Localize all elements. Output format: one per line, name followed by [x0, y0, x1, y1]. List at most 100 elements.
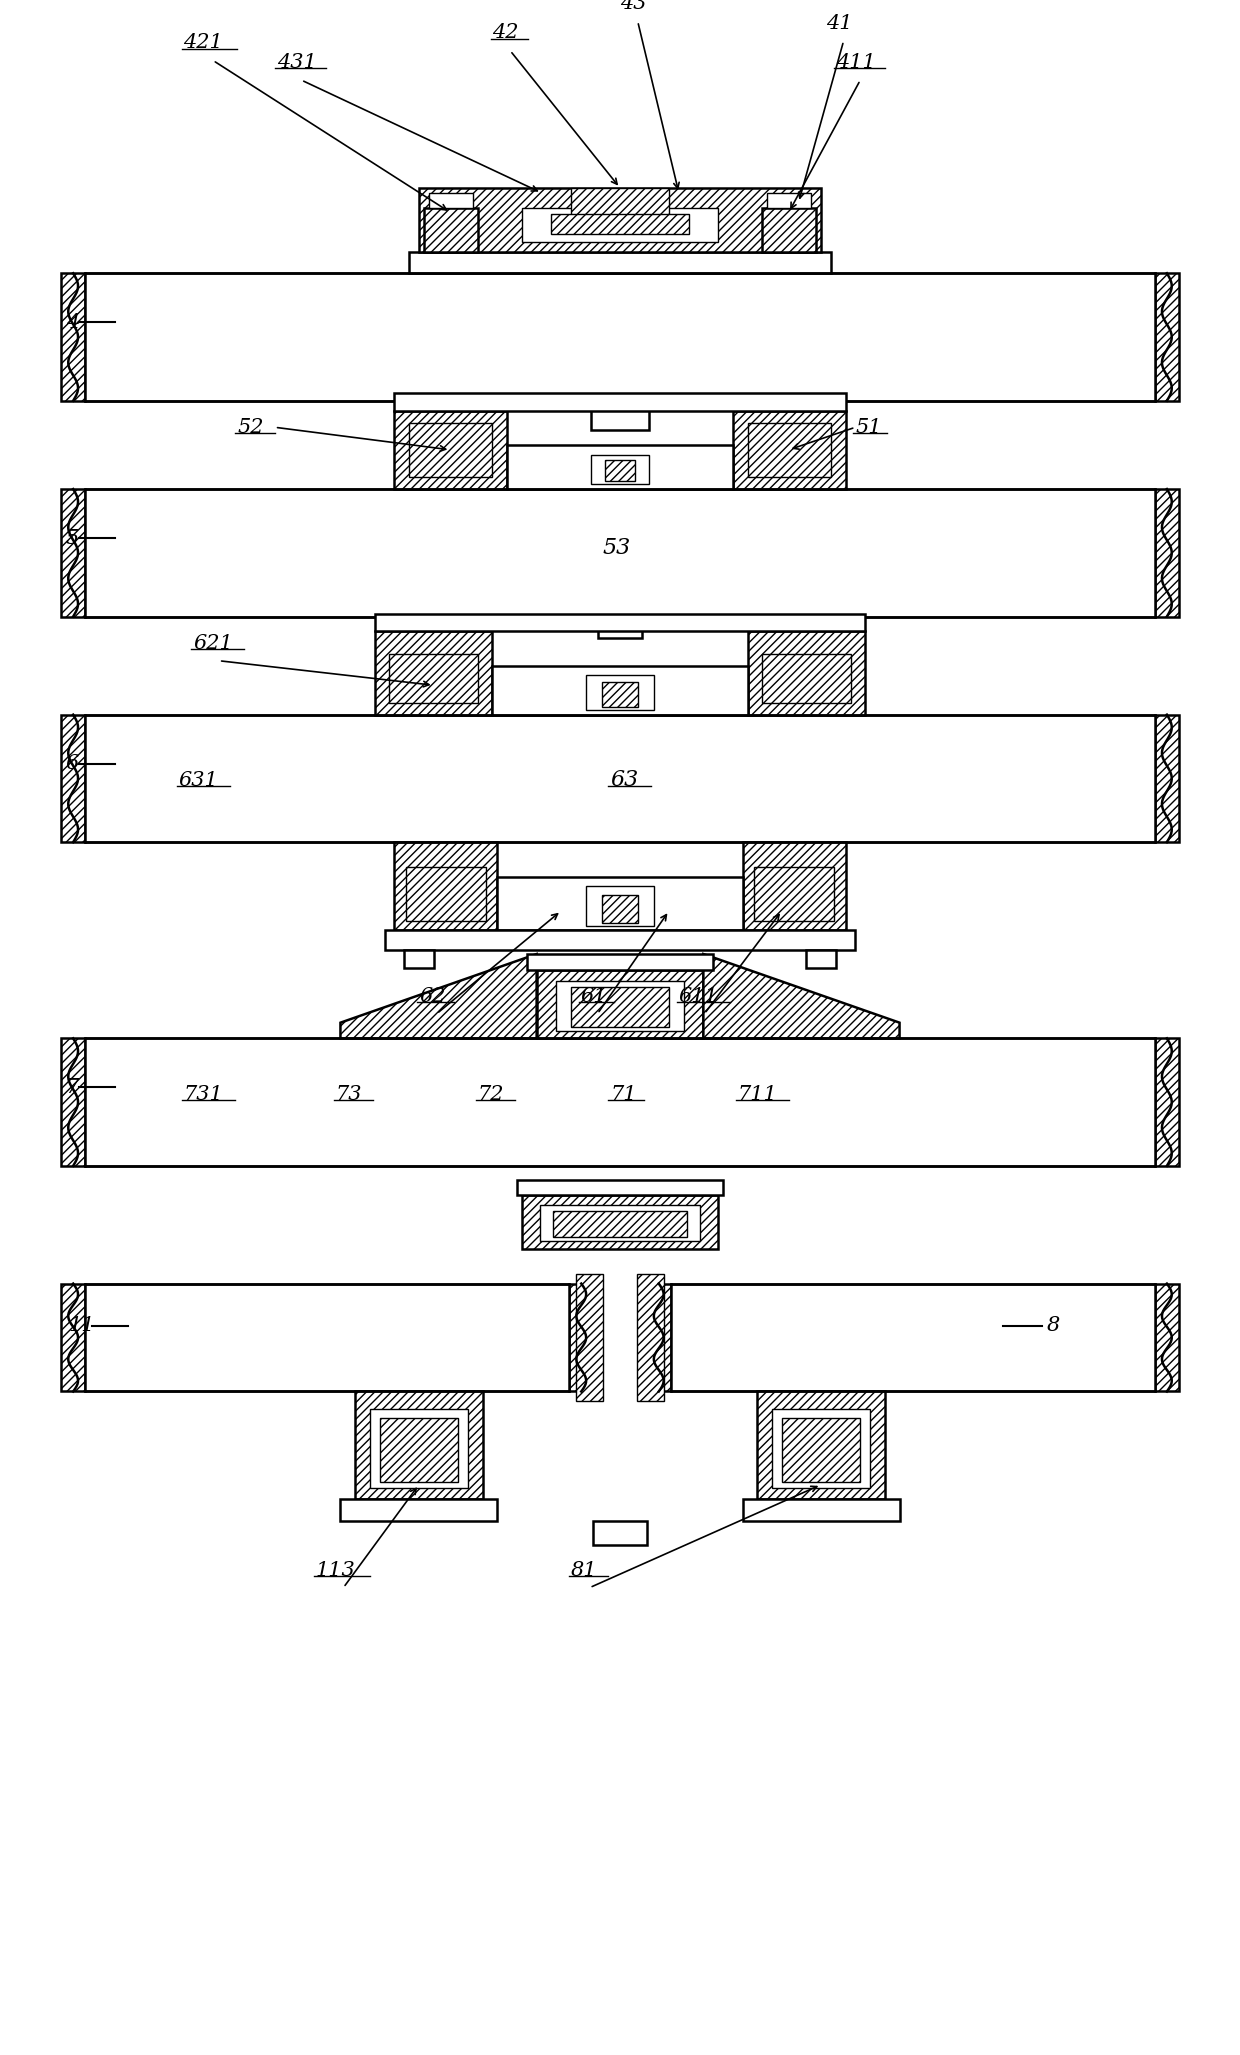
Bar: [507, 446, 733, 489]
Bar: [603, 682, 637, 707]
Bar: [773, 1410, 870, 1488]
Bar: [599, 616, 641, 639]
Bar: [768, 193, 811, 208]
Bar: [782, 1418, 861, 1482]
Bar: [86, 1284, 569, 1391]
Text: 41: 41: [826, 14, 852, 33]
Bar: [370, 1410, 467, 1488]
Bar: [557, 982, 683, 1030]
Text: 81: 81: [570, 1560, 598, 1580]
Text: 73: 73: [336, 1085, 362, 1104]
Bar: [522, 208, 718, 242]
Bar: [341, 1500, 497, 1521]
Bar: [394, 843, 497, 931]
Bar: [671, 1284, 1154, 1391]
Bar: [527, 954, 713, 970]
Text: 8: 8: [1047, 1317, 1060, 1336]
Bar: [603, 896, 637, 923]
Bar: [605, 460, 635, 481]
Bar: [585, 676, 655, 709]
Bar: [497, 877, 743, 931]
Bar: [570, 986, 670, 1028]
Bar: [409, 251, 831, 273]
Bar: [552, 214, 688, 234]
Bar: [374, 614, 866, 631]
Bar: [419, 187, 821, 251]
Bar: [379, 1418, 458, 1482]
Text: 113: 113: [316, 1560, 356, 1580]
Bar: [389, 653, 477, 703]
Bar: [394, 411, 507, 489]
Text: 6: 6: [66, 754, 79, 773]
Bar: [743, 1500, 899, 1521]
Bar: [86, 489, 1154, 616]
Text: 61: 61: [580, 986, 608, 1005]
Bar: [743, 843, 846, 931]
Bar: [1154, 1038, 1179, 1165]
Text: 51: 51: [856, 417, 882, 438]
Bar: [754, 867, 833, 921]
Bar: [86, 273, 1154, 401]
Bar: [492, 666, 748, 715]
Bar: [61, 1038, 86, 1165]
Bar: [636, 1274, 665, 1402]
Bar: [404, 949, 434, 968]
Bar: [61, 273, 86, 401]
Bar: [1154, 489, 1179, 616]
Bar: [384, 931, 856, 949]
Bar: [1154, 715, 1179, 843]
Bar: [758, 1391, 885, 1500]
Bar: [374, 631, 492, 715]
Text: 421: 421: [184, 33, 223, 51]
Bar: [575, 1274, 604, 1402]
Bar: [590, 454, 650, 485]
Text: 53: 53: [603, 536, 631, 559]
Text: 7: 7: [66, 1079, 79, 1097]
Bar: [570, 187, 670, 218]
Text: 631: 631: [179, 771, 218, 789]
Bar: [1154, 273, 1179, 401]
Bar: [539, 1204, 701, 1241]
Text: 731: 731: [184, 1085, 223, 1104]
Bar: [522, 1196, 718, 1249]
Bar: [429, 193, 472, 208]
Bar: [394, 393, 846, 411]
Bar: [86, 1038, 1154, 1165]
Text: 42: 42: [492, 23, 520, 43]
Text: 11: 11: [68, 1317, 95, 1336]
Bar: [593, 1521, 647, 1545]
Text: 62: 62: [419, 986, 445, 1005]
Bar: [86, 715, 1154, 843]
Bar: [763, 208, 816, 251]
Text: 72: 72: [477, 1085, 505, 1104]
Bar: [409, 423, 492, 477]
Bar: [61, 1284, 86, 1391]
Bar: [61, 489, 86, 616]
Bar: [61, 715, 86, 843]
Polygon shape: [341, 954, 537, 1038]
Bar: [733, 411, 846, 489]
Text: 411: 411: [836, 53, 875, 72]
Bar: [1154, 1284, 1179, 1391]
Bar: [763, 653, 851, 703]
Bar: [748, 631, 866, 715]
Bar: [553, 1210, 687, 1237]
Text: 63: 63: [610, 769, 639, 791]
Bar: [517, 1180, 723, 1196]
Text: 711: 711: [738, 1085, 777, 1104]
Bar: [424, 208, 477, 251]
Bar: [590, 401, 650, 429]
Text: 621: 621: [193, 633, 233, 653]
Bar: [569, 1284, 594, 1391]
Text: 43: 43: [620, 0, 646, 12]
Bar: [355, 1391, 482, 1500]
Bar: [407, 867, 486, 921]
Bar: [537, 970, 703, 1038]
Text: 431: 431: [277, 53, 316, 72]
Bar: [748, 423, 831, 477]
Text: 611: 611: [678, 986, 719, 1005]
Bar: [806, 949, 836, 968]
Bar: [646, 1284, 671, 1391]
Text: 71: 71: [610, 1085, 636, 1104]
Polygon shape: [703, 954, 899, 1038]
